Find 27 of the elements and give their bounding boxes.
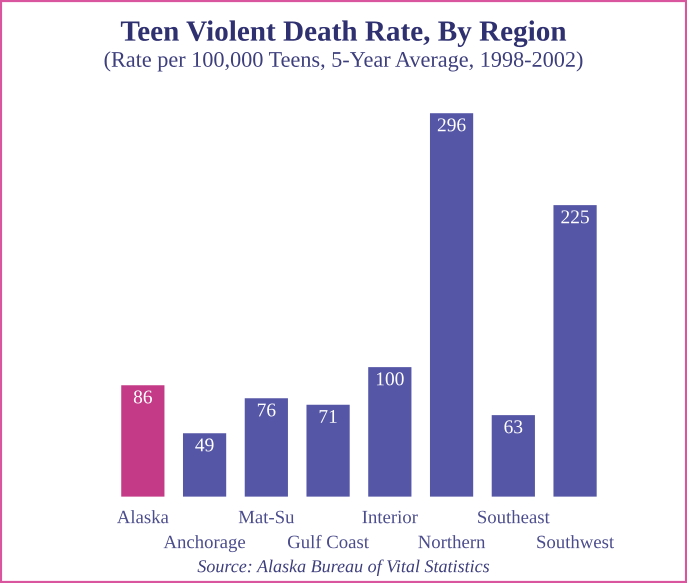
bar: [244, 398, 288, 497]
x-tick-label: Interior: [362, 510, 418, 524]
x-tick-label: Gulf Coast: [288, 534, 369, 548]
data-label: 100: [376, 372, 404, 386]
bar: [553, 205, 597, 497]
data-label: 296: [438, 118, 466, 132]
bar: [306, 404, 350, 497]
bar: [121, 385, 164, 497]
x-tick-label: Alaska: [116, 510, 169, 524]
bar: [182, 433, 226, 497]
bar: [430, 113, 474, 497]
data-label: 49: [195, 438, 214, 452]
data-label: 63: [504, 420, 522, 434]
bar: [368, 367, 412, 497]
x-tick-label: Southwest: [537, 535, 614, 548]
data-label: 86: [134, 390, 152, 404]
x-tick-label: Northern: [418, 535, 486, 548]
source-note: Source: Alaska Bureau of Vital Statistics: [198, 559, 490, 576]
data-label: 76: [258, 403, 276, 417]
x-tick-label: Mat-Su: [238, 510, 294, 524]
x-tick-label: Anchorage: [164, 535, 246, 552]
data-label: 71: [320, 410, 337, 423]
chart-title: Teen Violent Death Rate, By Region: [120, 20, 566, 48]
data-label: 225: [561, 210, 589, 224]
x-tick-label: Southeast: [478, 510, 550, 524]
bar: [492, 415, 535, 497]
chart-subtitle: (Rate per 100,000 Teens, 5-Year Average, 1998-2002): [104, 51, 582, 72]
